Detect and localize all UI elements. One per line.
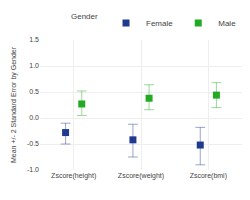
svg-text:Zscore(bmi): Zscore(bmi) xyxy=(190,172,227,180)
svg-text:Mean +/- 2 Standard Error by G: Mean +/- 2 Standard Error by Gender xyxy=(10,46,18,163)
svg-text:Zscore(height): Zscore(height) xyxy=(51,172,96,180)
svg-text:0.0: 0.0 xyxy=(29,114,39,121)
svg-text:0.5: 0.5 xyxy=(29,88,39,95)
svg-text:1.5: 1.5 xyxy=(29,36,39,43)
svg-text:-0.5: -0.5 xyxy=(27,140,39,147)
svg-text:Gender: Gender xyxy=(71,12,98,21)
svg-text:Male: Male xyxy=(218,19,236,28)
svg-text:Zscore(weight): Zscore(weight) xyxy=(118,172,164,180)
svg-text:1.0: 1.0 xyxy=(29,62,39,69)
svg-text:-1.0: -1.0 xyxy=(27,166,39,173)
svg-text:Female: Female xyxy=(146,19,173,28)
